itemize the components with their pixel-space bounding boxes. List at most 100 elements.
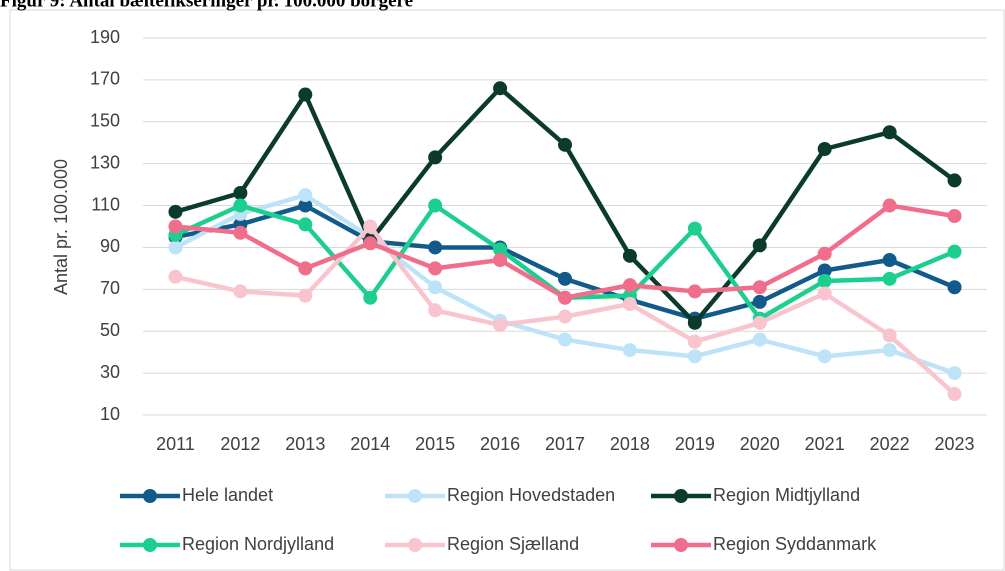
x-tick-label: 2014: [350, 434, 390, 454]
x-tick-label: 2013: [285, 434, 325, 454]
data-point: [298, 288, 313, 303]
data-point: [622, 296, 637, 311]
data-point: [168, 269, 183, 284]
y-tick-label: 190: [90, 27, 120, 47]
data-point: [817, 246, 832, 261]
data-point: [752, 315, 767, 330]
y-tick-label: 150: [90, 111, 120, 131]
data-point: [947, 173, 962, 188]
data-point: [363, 219, 378, 234]
legend-marker: [674, 538, 688, 552]
data-point: [558, 332, 572, 347]
data-point: [882, 271, 897, 286]
x-tick-label: 2017: [545, 434, 585, 454]
data-point: [298, 87, 313, 102]
data-point: [233, 225, 248, 240]
y-tick-label: 170: [90, 69, 120, 89]
data-point: [298, 198, 313, 213]
data-point: [363, 290, 378, 305]
data-point: [622, 248, 637, 263]
x-tick-label: 2011: [156, 434, 195, 454]
x-tick-label: 2019: [675, 434, 715, 454]
data-point: [687, 315, 702, 330]
legend-label: Region Syddanmark: [713, 534, 877, 554]
data-point: [687, 334, 702, 349]
data-point: [363, 236, 378, 251]
data-point: [493, 253, 508, 268]
data-point: [882, 253, 897, 268]
x-tick-label: 2015: [415, 434, 455, 454]
data-point: [882, 328, 897, 343]
data-point: [947, 209, 962, 224]
x-tick-label: 2016: [480, 434, 520, 454]
y-tick-label: 10: [100, 404, 120, 424]
legend-marker: [408, 489, 422, 503]
data-point: [168, 240, 183, 255]
legend-label: Region Midtjylland: [713, 485, 860, 505]
data-point: [428, 280, 443, 295]
data-point: [687, 349, 702, 364]
y-axis-label: Antal pr. 100.000: [51, 159, 71, 295]
data-point: [558, 271, 572, 286]
data-point: [752, 238, 767, 253]
y-tick-label: 70: [100, 278, 120, 298]
data-point: [428, 303, 443, 318]
data-point: [947, 387, 962, 402]
legend-marker: [674, 489, 688, 503]
data-point: [298, 261, 313, 276]
y-tick-label: 130: [90, 152, 120, 172]
data-point: [428, 240, 443, 255]
data-point: [947, 244, 962, 259]
x-tick-label: 2021: [805, 434, 845, 454]
x-tick-label: 2022: [870, 434, 910, 454]
data-point: [817, 273, 832, 288]
data-point: [882, 125, 897, 140]
data-point: [622, 343, 637, 358]
legend-marker: [408, 538, 422, 552]
chart-frame: [9, 9, 1005, 571]
data-point: [428, 261, 443, 276]
data-point: [298, 188, 313, 203]
data-point: [428, 150, 443, 165]
data-point: [428, 198, 443, 213]
data-point: [622, 278, 637, 293]
data-point: [752, 294, 767, 309]
data-point: [298, 217, 313, 232]
data-point: [882, 198, 897, 213]
data-point: [168, 219, 183, 234]
data-point: [817, 286, 832, 301]
legend-label: Hele landet: [182, 485, 273, 505]
data-point: [817, 263, 832, 278]
data-point: [817, 142, 832, 157]
y-tick-label: 50: [100, 320, 120, 340]
data-point: [558, 309, 572, 324]
chart-title: Figur 9: Antal bæltefikseringer pr. 100.…: [0, 0, 413, 11]
data-point: [558, 137, 572, 152]
data-point: [233, 185, 248, 200]
data-point: [493, 317, 508, 332]
legend-marker: [143, 538, 157, 552]
y-tick-label: 110: [91, 194, 120, 214]
y-tick-label: 90: [100, 236, 120, 256]
y-tick-label: 30: [100, 362, 120, 382]
legend-marker: [143, 489, 157, 503]
data-point: [233, 198, 248, 213]
data-point: [168, 204, 183, 219]
data-point: [558, 290, 572, 305]
x-tick-label: 2012: [220, 434, 260, 454]
data-point: [752, 280, 767, 295]
data-point: [882, 343, 897, 358]
data-point: [752, 332, 767, 347]
data-point: [493, 242, 508, 257]
x-tick-label: 2023: [935, 434, 975, 454]
data-point: [493, 81, 508, 96]
legend-label: Region Hovedstaden: [447, 485, 615, 505]
data-point: [687, 221, 702, 236]
data-point: [233, 284, 248, 299]
x-tick-label: 2020: [740, 434, 780, 454]
data-point: [817, 349, 832, 364]
data-point: [947, 366, 962, 381]
legend-label: Region Nordjylland: [182, 534, 334, 554]
data-point: [947, 280, 962, 295]
